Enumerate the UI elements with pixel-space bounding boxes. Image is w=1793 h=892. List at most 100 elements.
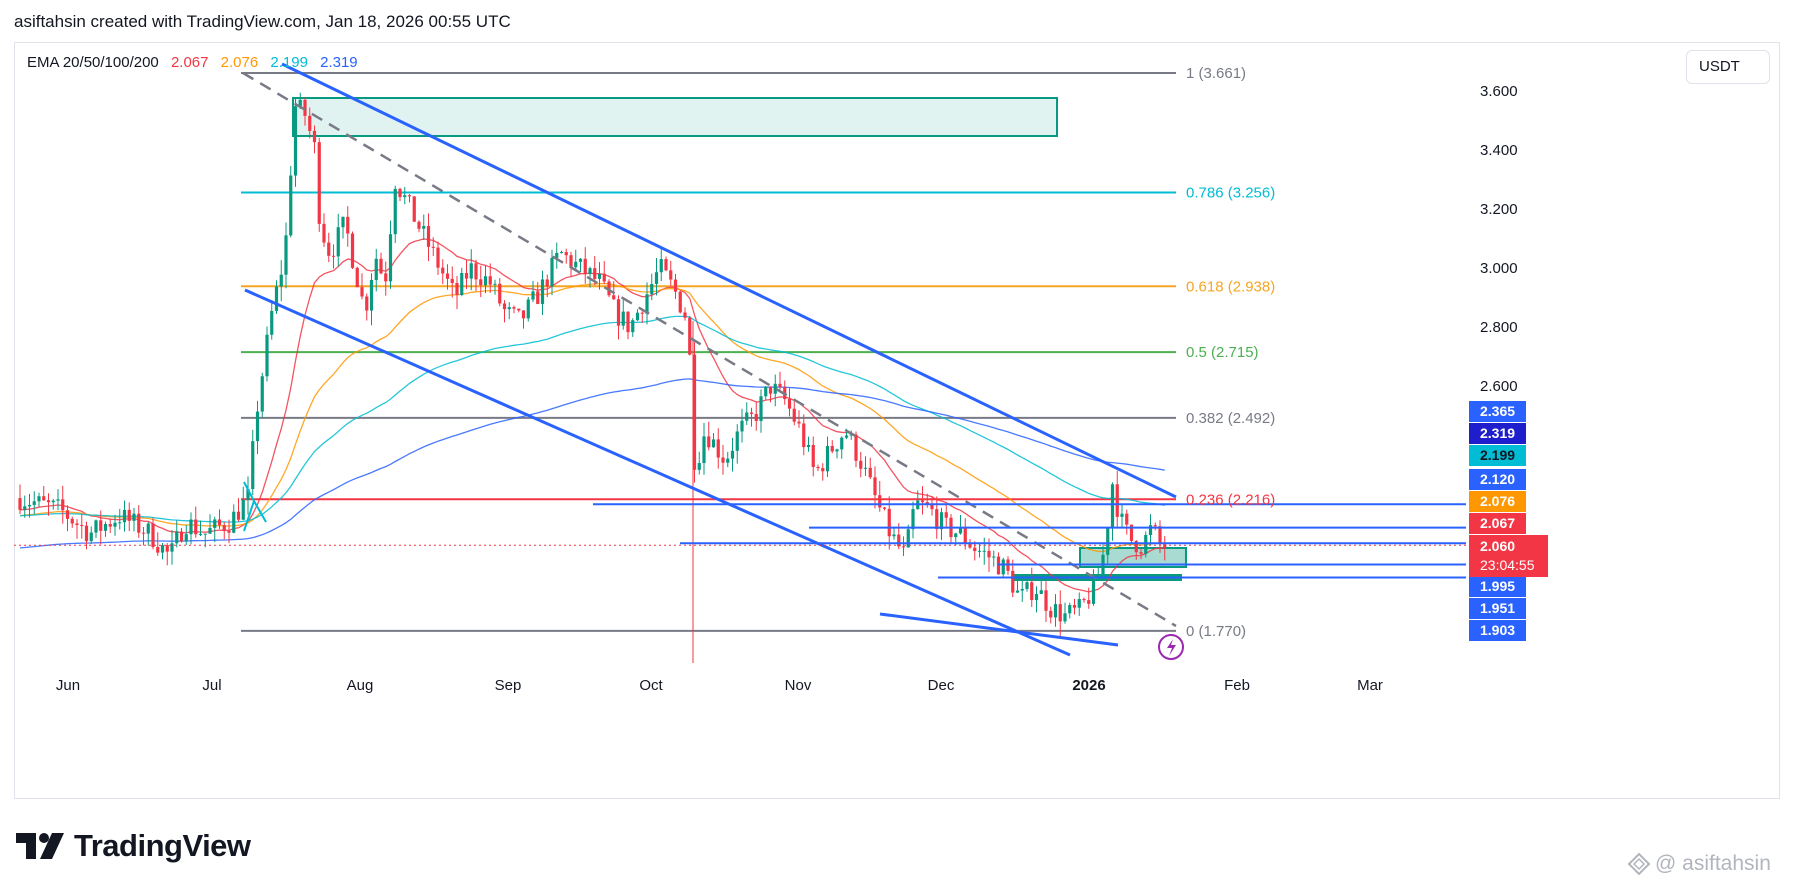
candle-body <box>355 267 359 288</box>
candle-body <box>170 543 174 552</box>
candle-body <box>488 276 492 285</box>
candle-body <box>944 512 948 518</box>
candle-body <box>407 195 412 197</box>
tradingview-logo: TradingView <box>16 828 251 864</box>
candle-body <box>213 519 217 528</box>
candle-body <box>412 196 416 222</box>
candle-body <box>797 421 801 424</box>
author-watermark: @ asiftahsin <box>1627 852 1771 876</box>
candle-body <box>1153 525 1157 527</box>
candle-body <box>920 500 925 503</box>
candle-body <box>531 291 535 300</box>
candle-body <box>1063 613 1067 622</box>
candle-body <box>469 263 473 279</box>
fib-level-label: 0.382 (2.492) <box>1186 410 1275 427</box>
candle-body <box>398 188 402 198</box>
candle-body <box>545 279 549 287</box>
candle-body <box>602 273 606 282</box>
candle-body <box>32 501 36 505</box>
candle-body <box>1039 590 1043 594</box>
candle-body <box>194 519 198 535</box>
candle-body <box>911 509 915 530</box>
candle-body <box>977 550 982 552</box>
candle-body <box>403 195 407 198</box>
candle-body <box>23 506 27 510</box>
candle-body <box>426 226 431 247</box>
price-badge-bg <box>1469 513 1526 534</box>
candle-body <box>65 510 70 519</box>
candle-body <box>341 216 345 228</box>
candle-body <box>160 545 165 553</box>
candle-body <box>768 386 773 394</box>
candle-body <box>146 523 150 534</box>
candle-body <box>455 283 459 296</box>
fib-level-label: 0.5 (2.715) <box>1186 344 1259 361</box>
candle-body <box>892 534 896 537</box>
candle-body <box>645 294 649 314</box>
candle-body <box>293 106 298 176</box>
candle-body <box>716 439 720 458</box>
candle-body <box>450 278 454 284</box>
candle-body <box>1125 513 1129 525</box>
candle-body <box>612 295 616 300</box>
candle-body <box>859 460 863 469</box>
candle-body <box>441 267 445 274</box>
candle-body <box>141 532 146 534</box>
candle-body <box>1058 604 1062 622</box>
candle-body <box>550 257 554 287</box>
candle-body <box>179 531 184 542</box>
candle-body <box>360 287 364 297</box>
candle-body <box>740 420 744 432</box>
candle-body <box>474 263 478 280</box>
candle-body <box>184 534 188 542</box>
candle-body <box>1068 605 1072 614</box>
candle-body <box>664 259 668 271</box>
candle-body <box>255 411 260 442</box>
last-price-badge-bg <box>1469 535 1548 577</box>
fib-level-label: 0.786 (3.256) <box>1186 184 1275 201</box>
candle-body <box>18 498 22 510</box>
candle-body <box>711 439 716 448</box>
ema-legend[interactable]: EMA 20/50/100/200 2.067 2.076 2.199 2.31… <box>27 54 366 71</box>
candle-body <box>536 291 540 304</box>
candle-body <box>849 434 853 436</box>
candle-body <box>982 550 986 552</box>
candle-body <box>754 413 758 421</box>
candle-body <box>346 216 350 234</box>
price-badge-text: 1.951 <box>1480 600 1515 616</box>
currency-selector-button[interactable]: USDT <box>1686 50 1770 84</box>
fib-level-label: 0 (1.770) <box>1186 623 1246 640</box>
candle-body <box>669 270 673 280</box>
candle-body <box>583 258 587 275</box>
ema-50-line <box>19 282 1165 553</box>
candle-body <box>578 258 583 262</box>
candle-body <box>564 252 568 256</box>
candle-body <box>493 283 497 285</box>
candle-body <box>901 546 906 548</box>
candle-body <box>878 495 882 508</box>
price-badge-text: 1.995 <box>1480 578 1515 594</box>
candle-body <box>802 423 806 448</box>
candle-body <box>597 273 602 279</box>
candle-body <box>631 320 635 333</box>
candle-body <box>882 507 887 509</box>
candle-body <box>203 533 207 535</box>
cross-marker <box>243 481 267 532</box>
time-axis-tick: Sep <box>495 677 522 694</box>
price-badge-bg <box>1469 620 1526 641</box>
candle-body <box>122 509 127 523</box>
time-axis-tick: Feb <box>1224 677 1250 694</box>
candle-body <box>369 279 374 311</box>
candle-body <box>559 252 564 254</box>
candle-body <box>127 509 131 521</box>
candle-body <box>232 511 236 533</box>
candle-body <box>816 466 820 469</box>
candle-body <box>1077 599 1081 608</box>
fib-level-label: 0.236 (2.216) <box>1186 491 1275 508</box>
price-badge-text: 1.903 <box>1480 622 1515 638</box>
candle-body <box>80 524 84 526</box>
candle-body <box>99 520 103 531</box>
candle-body <box>735 431 739 451</box>
candle-body <box>132 513 136 521</box>
